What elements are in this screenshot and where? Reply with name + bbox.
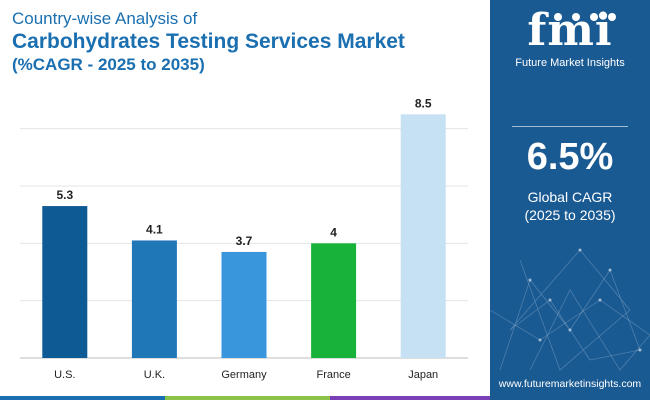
chart-title: Country-wise Analysis of Carbohydrates T… bbox=[12, 8, 482, 75]
footer-bar-blue bbox=[0, 396, 165, 400]
logo-icons bbox=[554, 13, 616, 21]
chart-area: 5.3 U.S. 4.1 U.K. 3.7 Germany 4 France 8.5 Japan bbox=[0, 90, 480, 390]
logo-dot-icon bbox=[590, 13, 598, 21]
logo-text: fmi bbox=[527, 5, 613, 56]
logo-dot-icon bbox=[572, 13, 580, 21]
logo-dot-icon bbox=[608, 13, 616, 21]
data-label: 4.1 bbox=[146, 222, 163, 236]
title-line-1: Country-wise Analysis of bbox=[12, 9, 198, 28]
data-label: 8.5 bbox=[415, 96, 432, 110]
data-label: 3.7 bbox=[236, 234, 253, 248]
footer-bar-purple bbox=[330, 396, 490, 400]
global-cagr-period: (2025 to 2035) bbox=[524, 207, 616, 223]
x-tick-label: Japan bbox=[408, 369, 438, 381]
fmi-logo: fmi Future Market Insights bbox=[490, 8, 650, 78]
x-tick-label: U.S. bbox=[54, 369, 75, 381]
title-line-2: Carbohydrates Testing Services Market bbox=[12, 30, 405, 53]
global-cagr-label: Global CAGR bbox=[527, 189, 613, 205]
data-label: 4 bbox=[330, 225, 337, 239]
bar-germany bbox=[221, 251, 267, 358]
bar-us bbox=[42, 206, 88, 358]
title-line-3: (%CAGR - 2025 to 2035) bbox=[12, 55, 205, 74]
x-tick-label: France bbox=[316, 369, 350, 381]
data-label: 5.3 bbox=[56, 188, 73, 202]
bar-chart: 5.3 U.S. 4.1 U.K. 3.7 Germany 4 France 8.5 Japan bbox=[20, 96, 468, 381]
divider bbox=[512, 126, 628, 127]
website-url[interactable]: www.futuremarketinsights.com bbox=[498, 378, 642, 390]
x-tick-label: U.K. bbox=[144, 369, 165, 381]
bar-france bbox=[311, 243, 357, 358]
bar-japan bbox=[400, 114, 446, 358]
global-cagr-value: 6.5% bbox=[526, 136, 614, 178]
footer-bar-green bbox=[165, 396, 330, 400]
network-graphic bbox=[490, 248, 650, 371]
logo-dot-icon bbox=[554, 13, 562, 21]
logo-subtitle: Future Market Insights bbox=[515, 57, 625, 69]
sidebar-panel: fmi Future Market Insights 6.5% Global C… bbox=[490, 0, 650, 400]
x-tick-label: Germany bbox=[221, 369, 267, 381]
bar-uk bbox=[131, 240, 177, 358]
